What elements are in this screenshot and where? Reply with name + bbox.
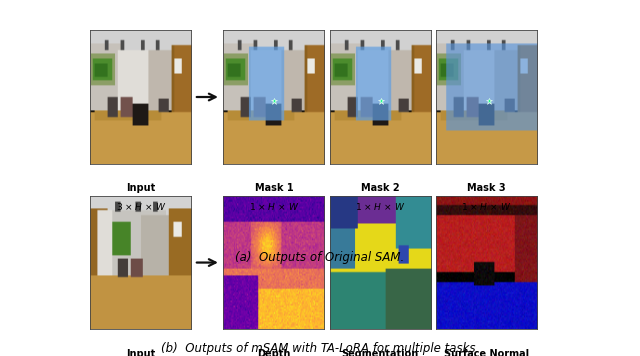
Text: Surface Normal: Surface Normal (444, 349, 529, 356)
Text: Mask 2: Mask 2 (361, 183, 399, 193)
Text: 1 × $H$ × $W$: 1 × $H$ × $W$ (461, 201, 511, 212)
Text: Input: Input (126, 349, 156, 356)
Text: Segmentation: Segmentation (342, 349, 419, 356)
Text: Depth: Depth (257, 349, 291, 356)
Text: (a)  Outputs of Original SAM.: (a) Outputs of Original SAM. (236, 251, 404, 264)
Text: 1 × $H$ × $W$: 1 × $H$ × $W$ (355, 201, 405, 212)
Text: Mask 1: Mask 1 (255, 183, 293, 193)
Text: 1 × $H$ × $W$: 1 × $H$ × $W$ (249, 201, 299, 212)
Text: Mask 3: Mask 3 (467, 183, 506, 193)
Text: 3 × $H$ × $W$: 3 × $H$ × $W$ (116, 201, 166, 212)
Text: Input: Input (126, 183, 156, 193)
Text: (b)  Outputs of mSAM with TA-LoRA for multiple tasks.: (b) Outputs of mSAM with TA-LoRA for mul… (161, 342, 479, 356)
